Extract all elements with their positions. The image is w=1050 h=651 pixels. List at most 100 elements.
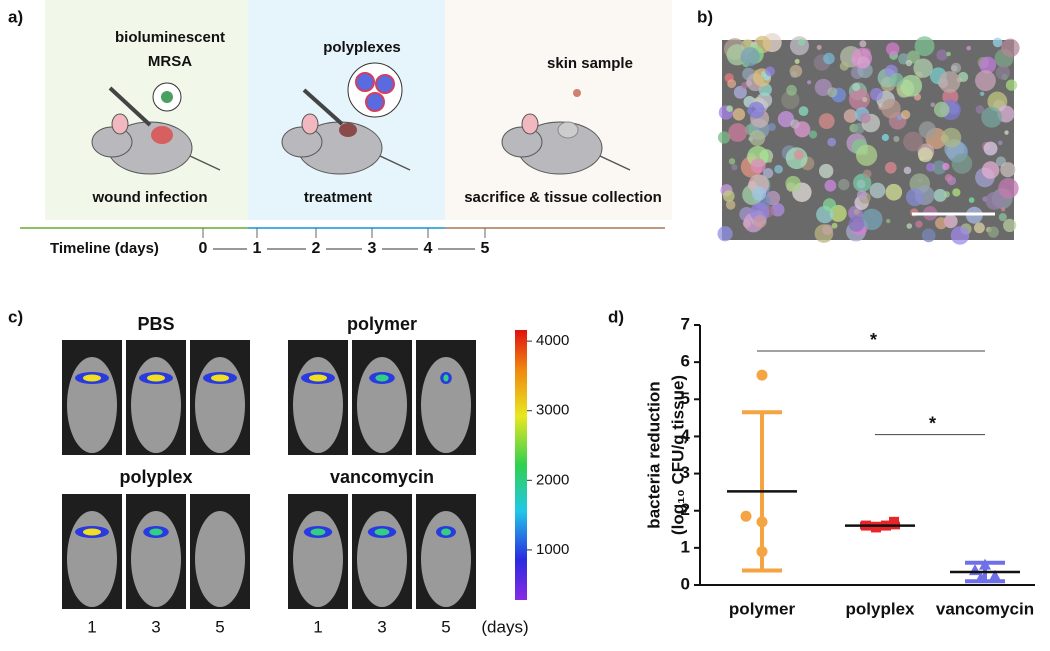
day-label: 3 <box>377 617 386 636</box>
mouse-tail <box>189 155 221 171</box>
point <box>979 558 991 570</box>
sem-grain <box>794 121 811 138</box>
sem-grain <box>853 208 860 215</box>
sem-grain <box>848 216 865 232</box>
sem-grain <box>935 217 948 230</box>
sem-grain <box>741 82 748 89</box>
mouse-photo-body <box>131 357 181 453</box>
sem-grain <box>926 162 935 172</box>
signal <box>443 374 449 382</box>
sem-grain <box>921 228 936 243</box>
point <box>969 564 981 576</box>
panel-label: b) <box>697 7 713 26</box>
y-axis-label: bacteria reduction <box>644 381 663 528</box>
mouse-ear <box>521 113 539 135</box>
sem-grain <box>860 112 871 124</box>
group-title: PBS <box>137 314 174 334</box>
sem-grain <box>816 44 822 50</box>
sem-grain <box>946 51 951 57</box>
sem-grain <box>906 223 913 229</box>
sem-grain <box>831 222 838 229</box>
timeline-day: 4 <box>424 240 433 257</box>
group-title: vancomycin <box>330 467 434 487</box>
days-unit: (days) <box>481 617 528 636</box>
wound <box>339 123 357 137</box>
sem-grain <box>913 58 933 78</box>
sem-grain <box>852 83 861 92</box>
sem-grain <box>822 198 836 212</box>
stage-bg <box>45 0 248 220</box>
timeline-day: 1 <box>253 240 262 257</box>
sem-grain <box>770 202 785 217</box>
polyplex <box>375 74 395 94</box>
polyplex <box>355 72 375 92</box>
sem-grain <box>900 109 911 120</box>
sem-grain <box>824 179 837 192</box>
sem-grain <box>752 186 767 201</box>
sem-grain <box>731 164 738 171</box>
y-tick-label: 7 <box>681 314 690 333</box>
signal <box>83 374 101 382</box>
point <box>889 516 899 527</box>
signal <box>375 374 389 382</box>
signal <box>309 374 327 382</box>
signal <box>211 374 229 382</box>
sem-grain <box>936 49 948 61</box>
sem-grain <box>855 144 878 166</box>
sem-grain <box>853 122 865 134</box>
sem-grain <box>869 182 886 199</box>
mouse-photo-body <box>421 511 471 607</box>
sem-grain <box>942 162 950 171</box>
timeline-day: 5 <box>481 240 490 257</box>
sem-grain <box>975 70 996 92</box>
sem-grain <box>886 218 891 224</box>
sem-grain <box>722 190 735 202</box>
sem-grain <box>794 58 800 64</box>
sem-grain <box>789 36 809 56</box>
signal <box>147 374 165 382</box>
sem-grain <box>903 131 923 152</box>
colorbar-tick-label: 1000 <box>536 541 569 558</box>
stage-caption: treatment <box>304 189 372 206</box>
y-tick-label: 2 <box>681 500 690 519</box>
sem-grain <box>1001 207 1006 212</box>
sem-grain <box>781 90 800 110</box>
point <box>740 510 752 522</box>
sem-grain <box>785 175 801 192</box>
mouse-photo-body <box>195 357 245 453</box>
sem-grain <box>818 163 834 179</box>
sem-grain <box>861 208 883 231</box>
sem-grain <box>747 101 765 119</box>
signal <box>374 528 390 536</box>
sem-grain <box>943 191 950 198</box>
point <box>871 522 881 533</box>
sem-grain <box>983 141 998 156</box>
sem-grain <box>798 38 805 46</box>
sem-grain <box>998 178 1019 199</box>
point <box>989 569 1001 581</box>
panel-label: a) <box>8 7 23 26</box>
y-tick-label: 1 <box>681 537 690 556</box>
sem-grain <box>998 140 1003 146</box>
sem-grain <box>932 160 947 175</box>
sem-grain <box>950 226 970 245</box>
sem-grain <box>818 113 835 130</box>
sem-grain <box>862 169 872 179</box>
day-label: 5 <box>215 617 224 636</box>
sem-grain <box>838 178 850 191</box>
stage-text: polyplexes <box>323 39 401 56</box>
sem-grain <box>889 72 904 87</box>
sem-grain <box>966 45 971 51</box>
stage-bg <box>248 0 445 220</box>
y-tick-label: 4 <box>681 426 691 445</box>
panel-label: c) <box>8 307 23 326</box>
mouse-ear <box>301 113 319 135</box>
sem-grain <box>881 98 901 119</box>
sem-grain <box>728 158 736 165</box>
timeline-day: 2 <box>312 240 321 257</box>
x-tick-label: polymer <box>729 599 796 618</box>
sem-grain <box>893 135 900 142</box>
sem-grain <box>950 62 962 73</box>
skin-sample <box>573 89 581 97</box>
sem-grain <box>968 197 975 203</box>
